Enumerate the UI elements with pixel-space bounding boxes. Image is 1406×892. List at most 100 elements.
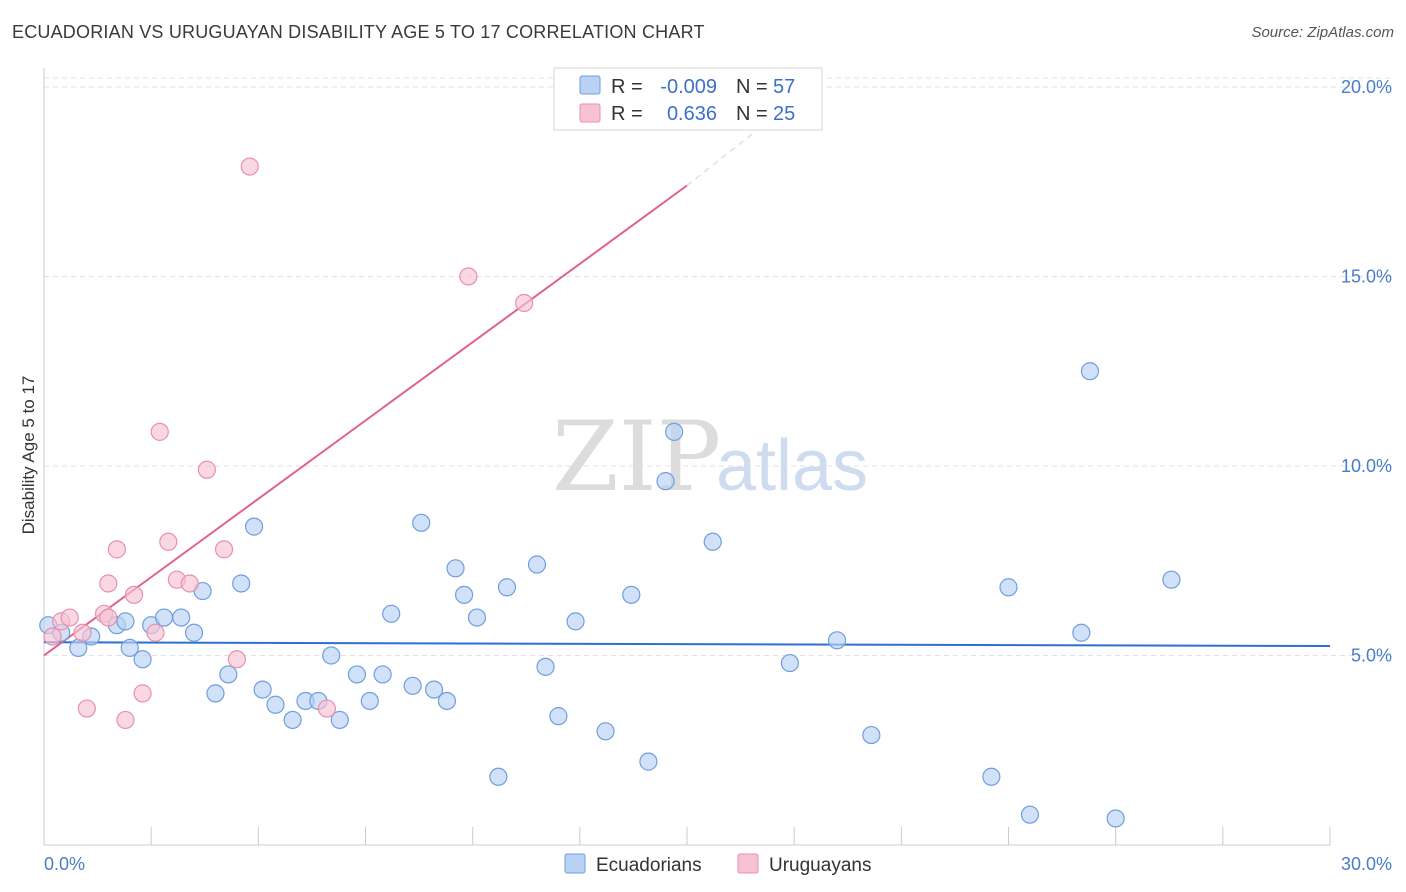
point-ecuadorians-19 — [283, 710, 302, 730]
x-tick-label-0: 0.0% — [44, 854, 85, 874]
watermark-atlas: atlas — [716, 426, 868, 506]
point-ecuadorians-33 — [454, 585, 474, 604]
point-ecuadorians-10 — [172, 608, 191, 627]
point-uruguayans-14 — [159, 532, 178, 551]
point-ecuadorians-55 — [1106, 809, 1125, 828]
point-ecuadorians-42 — [622, 585, 641, 604]
point-ecuadorians-40 — [566, 612, 585, 631]
point-ecuadorians-46 — [703, 532, 722, 551]
point-uruguayans-20 — [240, 157, 259, 176]
point-uruguayans-17 — [197, 460, 216, 479]
legend-n-value-uruguayans: 25 — [773, 103, 795, 125]
point-uruguayans-3 — [73, 623, 92, 642]
legend-n-label-uruguayans: N = — [736, 103, 768, 125]
point-ecuadorians-18 — [266, 695, 285, 714]
point-ecuadorians-22 — [322, 646, 341, 665]
point-ecuadorians-27 — [382, 604, 401, 623]
axes — [43, 68, 1331, 846]
point-uruguayans-23 — [515, 293, 534, 313]
point-ecuadorians-23 — [330, 710, 349, 730]
source-label: Source: ZipAtlas.com — [1251, 24, 1394, 41]
point-uruguayans-13 — [150, 422, 169, 441]
point-ecuadorians-28 — [403, 676, 422, 695]
point-uruguayans-12 — [146, 623, 165, 642]
point-ecuadorians-25 — [360, 691, 379, 711]
point-ecuadorians-49 — [862, 725, 881, 745]
point-ecuadorians-24 — [347, 665, 367, 684]
point-ecuadorians-32 — [446, 559, 465, 578]
point-ecuadorians-31 — [437, 691, 457, 711]
point-ecuadorians-17 — [253, 680, 272, 699]
point-ecuadorians-35 — [489, 767, 508, 786]
point-ecuadorians-52 — [1020, 805, 1040, 824]
point-ecuadorians-53 — [1072, 623, 1091, 642]
series-label-uruguayans: Uruguayans — [769, 855, 871, 876]
point-ecuadorians-44 — [656, 472, 675, 491]
point-uruguayans-7 — [99, 574, 118, 593]
trend-extension-uruguayans — [686, 120, 769, 186]
point-ecuadorians-15 — [232, 574, 251, 593]
point-ecuadorians-13 — [206, 684, 225, 703]
point-uruguayans-10 — [124, 585, 144, 604]
y-tick-label-3: 20.0% — [1341, 77, 1392, 97]
chart-title: ECUADORIAN VS URUGUAYAN DISABILITY AGE 5… — [12, 22, 705, 42]
point-ecuadorians-43 — [639, 752, 658, 771]
watermark-zip: ZIP — [552, 401, 721, 513]
point-ecuadorians-11 — [184, 623, 204, 642]
x-tick-label-1: 30.0% — [1341, 854, 1392, 874]
legend-swatch-ecuadorians — [579, 75, 601, 95]
legend-swatch-uruguayans — [579, 103, 601, 123]
trend-line-uruguayans — [43, 184, 688, 657]
point-ecuadorians-36 — [497, 578, 517, 597]
point-ecuadorians-48 — [827, 631, 847, 650]
point-ecuadorians-37 — [527, 555, 547, 574]
trend-lines — [43, 120, 1331, 657]
point-ecuadorians-16 — [244, 517, 264, 536]
trend-line-ecuadorians — [43, 641, 1331, 648]
point-ecuadorians-54 — [1080, 362, 1100, 381]
legend: R = -0.009 N = 57 R = 0.636 N = 25 — [553, 67, 823, 131]
point-ecuadorians-6 — [120, 638, 139, 658]
y-tick-label-2: 15.0% — [1341, 266, 1392, 286]
point-uruguayans-9 — [116, 710, 135, 730]
point-ecuadorians-56 — [1162, 570, 1181, 589]
point-uruguayans-22 — [459, 267, 478, 286]
legend-r-value-uruguayans: 0.636 — [667, 103, 717, 125]
y-tick-label-1: 10.0% — [1341, 456, 1392, 476]
point-ecuadorians-39 — [549, 707, 568, 726]
y-axis-title: Disability Age 5 to 17 — [19, 376, 38, 535]
point-ecuadorians-5 — [116, 612, 135, 631]
point-uruguayans-11 — [133, 684, 152, 703]
tick-labels: 5.0% 10.0% 15.0% 20.0% 0.0% 30.0% — [44, 77, 1392, 874]
point-uruguayans-19 — [227, 650, 246, 669]
series-legend: Ecuadorians Uruguayans — [564, 853, 871, 876]
point-ecuadorians-50 — [982, 767, 1001, 786]
point-uruguayans-4 — [77, 699, 96, 718]
point-ecuadorians-51 — [999, 578, 1018, 597]
legend-n-value-ecuadorians: 57 — [773, 76, 795, 98]
point-uruguayans-18 — [214, 540, 234, 559]
legend-r-value-ecuadorians: -0.009 — [660, 76, 717, 98]
point-uruguayans-16 — [180, 574, 199, 593]
point-ecuadorians-29 — [412, 513, 431, 532]
point-ecuadorians-45 — [665, 422, 684, 441]
point-ecuadorians-34 — [467, 608, 487, 627]
point-ecuadorians-47 — [780, 653, 799, 673]
point-ecuadorians-30 — [424, 680, 444, 699]
point-uruguayans-21 — [317, 699, 337, 718]
legend-r-label-uruguayans: R = — [611, 103, 643, 125]
legend-n-label-ecuadorians: N = — [736, 76, 768, 98]
series-label-ecuadorians: Ecuadorians — [596, 855, 702, 876]
point-uruguayans-2 — [60, 608, 79, 627]
point-uruguayans-8 — [107, 540, 126, 559]
point-ecuadorians-41 — [596, 722, 615, 741]
point-ecuadorians-38 — [536, 657, 555, 676]
watermark: ZIP atlas — [552, 401, 868, 513]
y-tick-label-0: 5.0% — [1351, 645, 1392, 665]
data-points — [39, 157, 1181, 828]
point-uruguayans-0 — [43, 627, 62, 646]
legend-r-label-ecuadorians: R = — [611, 76, 643, 98]
point-ecuadorians-26 — [373, 665, 392, 684]
point-uruguayans-6 — [99, 608, 118, 627]
